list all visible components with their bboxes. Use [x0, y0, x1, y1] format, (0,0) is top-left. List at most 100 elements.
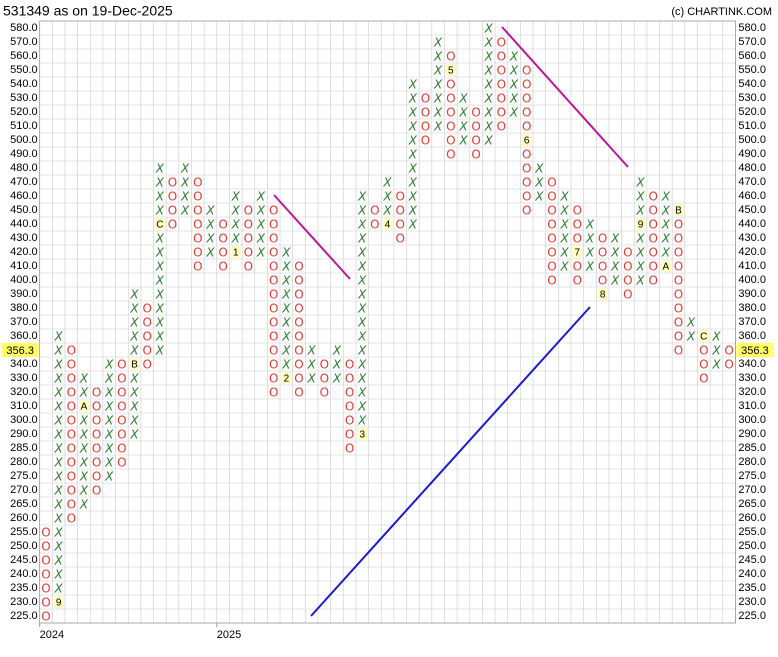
- o-box: O: [421, 134, 430, 148]
- o-box: O: [623, 246, 632, 260]
- o-box: O: [193, 246, 202, 260]
- o-box: O: [522, 176, 531, 190]
- month-marker: 9: [638, 220, 644, 231]
- o-box: O: [421, 120, 430, 134]
- x-box: X: [54, 330, 64, 344]
- o-box: O: [269, 274, 278, 288]
- y-tick-label: 225.0: [738, 610, 766, 622]
- o-box: O: [244, 232, 253, 246]
- o-box: O: [674, 316, 683, 330]
- o-box: O: [446, 134, 455, 148]
- o-box: O: [674, 232, 683, 246]
- x-box: X: [560, 218, 570, 232]
- y-tick-label: 235.0: [738, 582, 766, 594]
- o-box: O: [168, 204, 177, 218]
- x-box: X: [357, 400, 367, 414]
- o-box: O: [218, 218, 227, 232]
- x-box: X: [155, 190, 165, 204]
- x-box: X: [534, 176, 544, 190]
- y-tick-label: 430.0: [738, 232, 766, 244]
- o-box: O: [522, 106, 531, 120]
- y-tick-label: 240.0: [10, 568, 38, 580]
- y-tick-label: 245.0: [10, 554, 38, 566]
- x-box: X: [484, 64, 494, 78]
- o-box: O: [117, 456, 126, 470]
- x-box: X: [408, 148, 418, 162]
- y-tick-label: 420.0: [10, 246, 38, 258]
- y-tick-label: 490.0: [10, 148, 38, 160]
- o-box: O: [41, 582, 50, 596]
- o-box: O: [294, 316, 303, 330]
- o-box: O: [648, 190, 657, 204]
- o-box: O: [269, 204, 278, 218]
- grid: [39, 20, 736, 624]
- o-box: O: [623, 274, 632, 288]
- marker-bg: [230, 246, 241, 258]
- month-marker: 1: [233, 248, 239, 259]
- x-box: X: [686, 316, 696, 330]
- o-box: O: [547, 232, 556, 246]
- month-marker: A: [663, 262, 670, 273]
- x-box: X: [54, 540, 64, 554]
- x-box: X: [509, 106, 519, 120]
- o-box: O: [648, 246, 657, 260]
- o-box: O: [598, 260, 607, 274]
- y-tick-label: 290.0: [10, 428, 38, 440]
- y-tick-label: 275.0: [738, 470, 766, 482]
- y-tick-label: 460.0: [10, 190, 38, 202]
- month-marker: C: [700, 332, 707, 343]
- o-box: O: [522, 64, 531, 78]
- marker-bg: [382, 218, 393, 230]
- o-box: O: [269, 260, 278, 274]
- x-box: X: [357, 372, 367, 386]
- x-box: X: [129, 428, 139, 442]
- y-tick-label: 530.0: [10, 92, 38, 104]
- marker-bg: [660, 260, 671, 272]
- o-box: O: [294, 358, 303, 372]
- month-marker: 4: [385, 220, 391, 231]
- x-box: X: [610, 260, 620, 274]
- o-box: O: [320, 372, 329, 386]
- o-box: O: [573, 218, 582, 232]
- x-box: X: [180, 204, 190, 218]
- o-box: O: [320, 358, 329, 372]
- o-box: O: [471, 134, 480, 148]
- marker-bg: [129, 358, 140, 370]
- o-box: O: [168, 176, 177, 190]
- x-box: X: [281, 330, 291, 344]
- y-tick-label: 560.0: [10, 50, 38, 62]
- y-tick-label: 400.0: [10, 274, 38, 286]
- x-box: X: [610, 246, 620, 260]
- y-tick-label: 390.0: [10, 288, 38, 300]
- o-box: O: [674, 274, 683, 288]
- x-box: X: [357, 232, 367, 246]
- x-box: X: [408, 134, 418, 148]
- x-box: X: [256, 190, 266, 204]
- x-box: X: [560, 246, 570, 260]
- last-price-bg: [736, 343, 774, 357]
- y-tick-label: 310.0: [10, 400, 38, 412]
- x-column: XXX: [332, 344, 342, 386]
- marker-bg: [357, 428, 368, 440]
- x-box: X: [509, 92, 519, 106]
- x-box: X: [54, 428, 64, 442]
- x-box: X: [129, 288, 139, 302]
- x-box: X: [408, 218, 418, 232]
- o-box: O: [294, 274, 303, 288]
- x-box: X: [129, 302, 139, 316]
- y-tick-label: 265.0: [10, 498, 38, 510]
- x-box: X: [155, 176, 165, 190]
- x-box: X: [661, 218, 671, 232]
- x-box: X: [585, 260, 595, 274]
- y-tick-label: 440.0: [10, 218, 38, 230]
- y-tick-label: 570.0: [738, 36, 766, 48]
- o-box: O: [269, 372, 278, 386]
- x-box: X: [357, 190, 367, 204]
- o-box: O: [294, 386, 303, 400]
- x-box: X: [408, 120, 418, 134]
